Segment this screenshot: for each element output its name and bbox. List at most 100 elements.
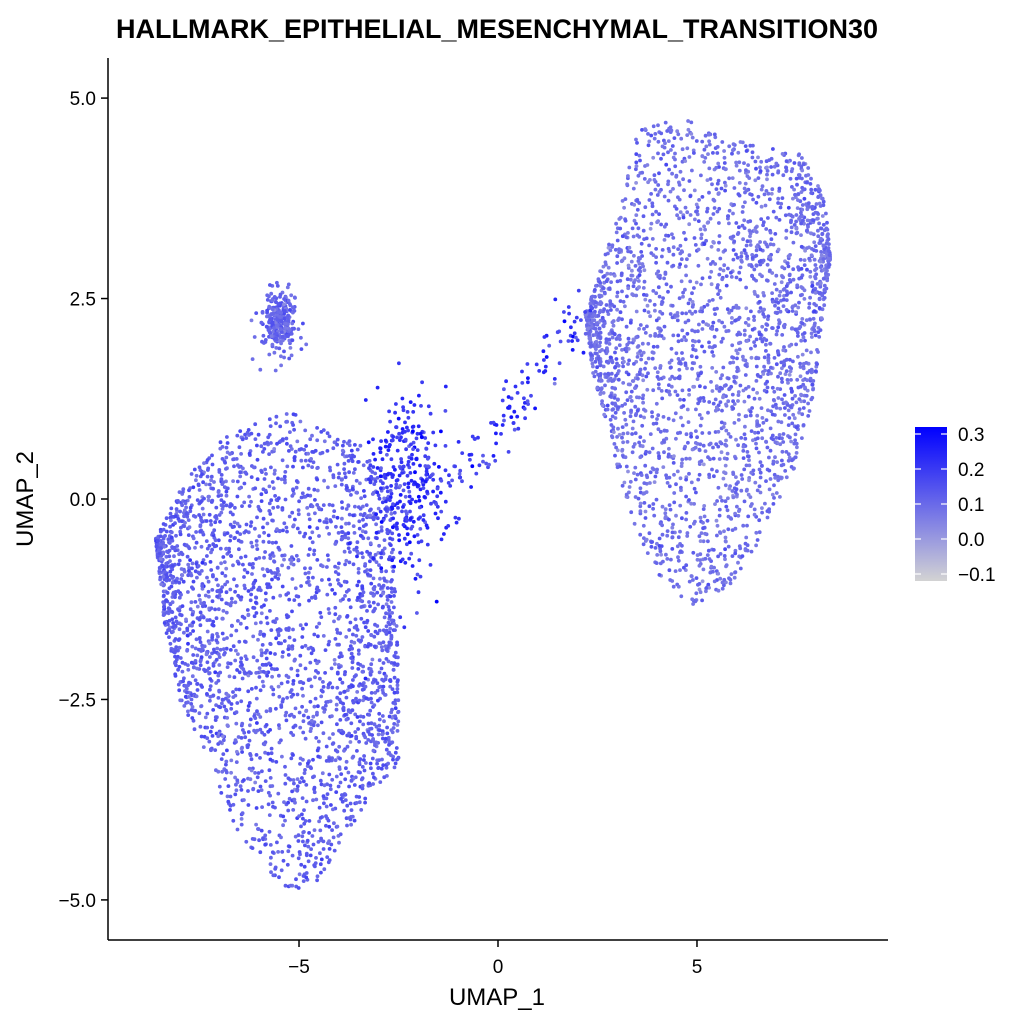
cell-point bbox=[779, 376, 784, 381]
cell-point bbox=[352, 783, 357, 787]
cell-point bbox=[782, 325, 787, 330]
cell-point bbox=[354, 696, 358, 701]
cell-point bbox=[713, 135, 718, 140]
cell-point bbox=[267, 417, 272, 422]
cell-point bbox=[328, 699, 333, 704]
cell-point bbox=[212, 650, 217, 654]
cell-point bbox=[822, 283, 827, 288]
cell-point bbox=[392, 587, 397, 591]
cell-point bbox=[758, 470, 763, 475]
cell-point bbox=[306, 859, 311, 864]
cell-point bbox=[292, 456, 297, 460]
cell-point bbox=[732, 421, 737, 425]
cell-point bbox=[379, 666, 384, 671]
cell-point bbox=[615, 448, 620, 453]
cell-point bbox=[177, 558, 182, 563]
cell-point bbox=[657, 294, 662, 299]
cell-point bbox=[625, 398, 630, 402]
cell-point bbox=[218, 705, 223, 710]
cell-point bbox=[336, 531, 341, 535]
cell-point bbox=[693, 243, 698, 247]
cell-point bbox=[227, 700, 232, 704]
cell-point bbox=[629, 277, 633, 282]
cell-point bbox=[717, 513, 722, 518]
cell-point bbox=[806, 201, 811, 206]
cell-point bbox=[731, 305, 736, 310]
cell-point bbox=[745, 239, 750, 244]
cell-point bbox=[269, 870, 273, 874]
cell-point bbox=[799, 190, 804, 195]
cell-point bbox=[605, 407, 610, 412]
cell-point bbox=[771, 209, 776, 214]
cell-point bbox=[249, 520, 254, 525]
cell-point bbox=[205, 554, 209, 558]
cell-point bbox=[659, 302, 664, 306]
cell-point bbox=[315, 477, 320, 482]
cell-point bbox=[301, 681, 306, 685]
cell-point bbox=[635, 408, 640, 413]
cell-point bbox=[164, 631, 169, 635]
cell-point bbox=[338, 691, 343, 696]
cell-point bbox=[352, 454, 356, 459]
cell-point bbox=[614, 445, 618, 450]
cell-point bbox=[181, 579, 186, 584]
cell-point bbox=[794, 451, 799, 455]
cell-point bbox=[221, 647, 226, 651]
cell-point bbox=[776, 478, 781, 483]
cell-point bbox=[728, 361, 733, 365]
cell-point bbox=[724, 504, 729, 509]
cell-point bbox=[248, 598, 253, 603]
cell-point bbox=[177, 580, 182, 585]
cell-point bbox=[276, 545, 281, 550]
cell-point bbox=[274, 760, 279, 764]
cell-point bbox=[774, 161, 779, 166]
cell-point bbox=[620, 317, 624, 322]
cell-point bbox=[395, 729, 400, 733]
cell-point bbox=[318, 862, 323, 867]
cell-point bbox=[216, 696, 221, 700]
cell-point bbox=[211, 619, 216, 624]
cell-point bbox=[685, 257, 689, 262]
cell-point bbox=[187, 695, 191, 699]
cell-point bbox=[269, 628, 274, 632]
cell-point bbox=[264, 723, 269, 727]
cell-point bbox=[357, 698, 362, 703]
cell-point bbox=[615, 307, 619, 312]
cell-point bbox=[678, 210, 683, 215]
cell-point bbox=[363, 569, 367, 574]
cell-point bbox=[620, 289, 624, 294]
cell-point bbox=[297, 530, 302, 535]
cell-point bbox=[723, 180, 727, 185]
cell-point bbox=[274, 617, 279, 621]
cell-point bbox=[154, 544, 159, 549]
cell-point bbox=[694, 209, 698, 214]
cell-point bbox=[796, 305, 801, 310]
cell-point bbox=[251, 565, 255, 570]
cell-point bbox=[717, 389, 722, 393]
cell-point bbox=[679, 415, 683, 420]
cell-point bbox=[685, 331, 690, 336]
cell-point bbox=[234, 710, 239, 715]
cell-point bbox=[646, 180, 650, 185]
cell-point bbox=[783, 469, 788, 473]
cell-point bbox=[357, 800, 362, 805]
cell-point bbox=[221, 698, 226, 702]
cell-point bbox=[255, 443, 259, 448]
cell-point bbox=[265, 567, 270, 572]
cell-point bbox=[263, 833, 268, 838]
cell-point bbox=[643, 297, 648, 302]
cell-point bbox=[734, 163, 739, 168]
cell-point bbox=[218, 740, 223, 745]
cell-point bbox=[780, 333, 785, 337]
cell-point bbox=[818, 259, 823, 264]
cell-point bbox=[233, 658, 238, 663]
cell-point bbox=[325, 816, 330, 821]
cell-point bbox=[808, 317, 812, 322]
cell-point bbox=[662, 439, 666, 444]
cell-point bbox=[187, 495, 192, 499]
cell-point bbox=[177, 664, 182, 669]
cell-point bbox=[184, 543, 189, 547]
cell-point bbox=[214, 616, 219, 621]
cell-point bbox=[328, 783, 333, 788]
cell-point bbox=[382, 719, 386, 724]
